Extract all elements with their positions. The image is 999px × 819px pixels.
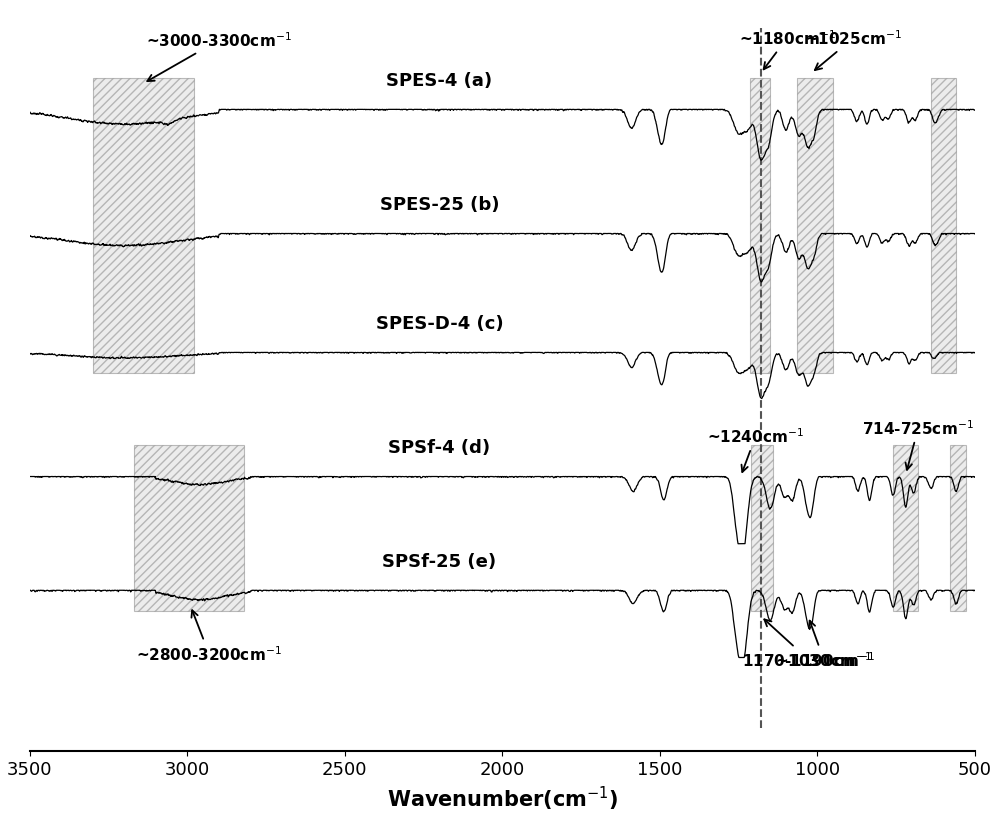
Bar bbox=[749, 79, 770, 373]
Text: SPES-D-4 (c): SPES-D-4 (c) bbox=[376, 314, 503, 333]
Bar bbox=[134, 446, 244, 611]
Text: ~1025cm$^{-1}$: ~1025cm$^{-1}$ bbox=[805, 29, 902, 71]
Bar bbox=[93, 79, 194, 373]
Bar bbox=[893, 446, 918, 611]
Text: SPSf-4 (d): SPSf-4 (d) bbox=[389, 438, 491, 456]
Text: SPSf-25 (e): SPSf-25 (e) bbox=[383, 552, 497, 570]
Bar bbox=[950, 446, 966, 611]
X-axis label: Wavenumber(cm$^{-1}$): Wavenumber(cm$^{-1}$) bbox=[387, 784, 618, 812]
Text: ~2800-3200cm$^{-1}$: ~2800-3200cm$^{-1}$ bbox=[136, 610, 282, 663]
Text: 1170-1190cm$^{-1}$: 1170-1190cm$^{-1}$ bbox=[742, 620, 875, 669]
Text: ~1030cm$^{-1}$: ~1030cm$^{-1}$ bbox=[775, 621, 872, 669]
Bar bbox=[797, 79, 833, 373]
Text: 714-725cm$^{-1}$: 714-725cm$^{-1}$ bbox=[862, 419, 974, 470]
Text: SPES-25 (b): SPES-25 (b) bbox=[380, 196, 500, 214]
Text: ~1180cm$^{-1}$: ~1180cm$^{-1}$ bbox=[738, 29, 836, 70]
Text: ~1240cm$^{-1}$: ~1240cm$^{-1}$ bbox=[707, 428, 804, 473]
Bar bbox=[751, 446, 773, 611]
Text: SPES-4 (a): SPES-4 (a) bbox=[387, 71, 493, 89]
Text: ~3000-3300cm$^{-1}$: ~3000-3300cm$^{-1}$ bbox=[146, 32, 292, 82]
Bar bbox=[931, 79, 956, 373]
